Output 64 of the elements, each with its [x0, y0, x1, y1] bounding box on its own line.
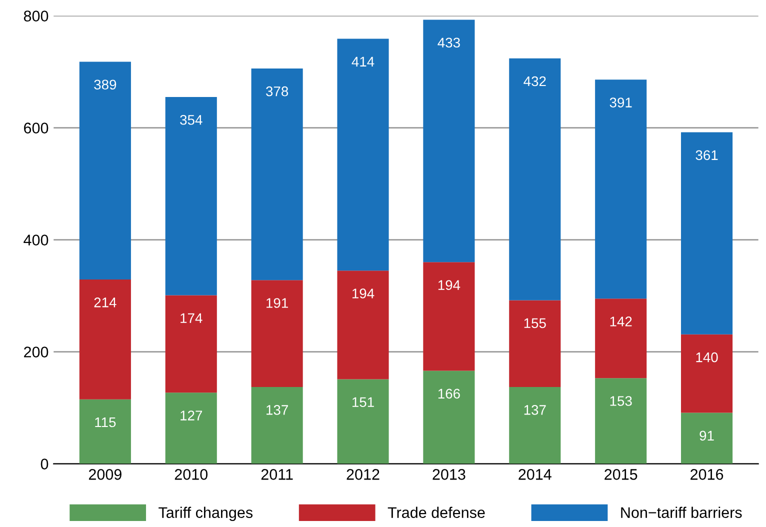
y-tick-label: 400 [24, 234, 48, 246]
data-label: 414 [352, 56, 374, 66]
data-label: 155 [524, 318, 546, 328]
data-label: 142 [610, 316, 632, 326]
bar [165, 392, 217, 464]
bar [337, 270, 389, 380]
x-tick-label: 2013 [432, 469, 466, 480]
data-label: 378 [266, 86, 288, 96]
data-label: 354 [180, 114, 202, 125]
bar [79, 62, 131, 280]
x-tick-label: 2012 [346, 469, 380, 480]
data-label: 137 [524, 405, 546, 415]
bar [79, 280, 131, 400]
bar [509, 300, 561, 388]
bar [337, 379, 389, 464]
bar [165, 295, 217, 393]
bar [79, 399, 131, 464]
bar [680, 334, 733, 413]
legend-label: Non−tariff barriers [621, 506, 742, 518]
data-label: 389 [94, 80, 116, 90]
bar [423, 370, 475, 464]
data-label: 137 [266, 405, 288, 415]
data-label: 91 [700, 430, 714, 441]
data-label: 151 [352, 397, 374, 408]
legend-label: Trade defense [388, 506, 485, 518]
bar [595, 80, 647, 299]
bar [680, 132, 733, 334]
data-label: 174 [180, 313, 202, 323]
data-label: 140 [696, 352, 718, 362]
bar [509, 387, 561, 464]
bar [423, 262, 475, 371]
x-tick-label: 2011 [261, 469, 293, 480]
data-label: 166 [438, 388, 460, 399]
data-label: 433 [438, 38, 460, 48]
data-label: 153 [610, 396, 632, 406]
bar [251, 280, 303, 388]
y-tick-label: 0 [40, 458, 48, 470]
bar [595, 378, 647, 464]
data-label: 115 [95, 417, 116, 428]
bar [251, 68, 303, 280]
bar [423, 20, 475, 262]
data-label: 361 [696, 150, 718, 160]
x-tick-label: 2014 [518, 469, 552, 480]
data-label: 127 [180, 410, 202, 420]
x-tick-label: 2016 [690, 469, 724, 480]
bar [165, 97, 217, 296]
x-tick-label: 2015 [604, 469, 638, 480]
y-tick-label: 200 [24, 346, 48, 358]
data-label: 432 [524, 76, 546, 86]
y-tick-label: 600 [24, 122, 48, 134]
bar [251, 387, 303, 464]
data-label: 194 [438, 280, 460, 290]
bar [509, 58, 561, 300]
bar [337, 38, 389, 271]
data-label: 391 [610, 98, 632, 108]
x-tick-label: 2010 [174, 469, 208, 480]
data-label: 214 [94, 298, 116, 308]
bar [595, 298, 647, 378]
data-label: 194 [352, 288, 374, 298]
data-label: 191 [266, 298, 288, 308]
legend-label: Tariff changes [158, 506, 253, 521]
bar [680, 412, 733, 464]
y-tick-label: 800 [24, 10, 48, 22]
x-tick-label: 2009 [88, 469, 122, 480]
